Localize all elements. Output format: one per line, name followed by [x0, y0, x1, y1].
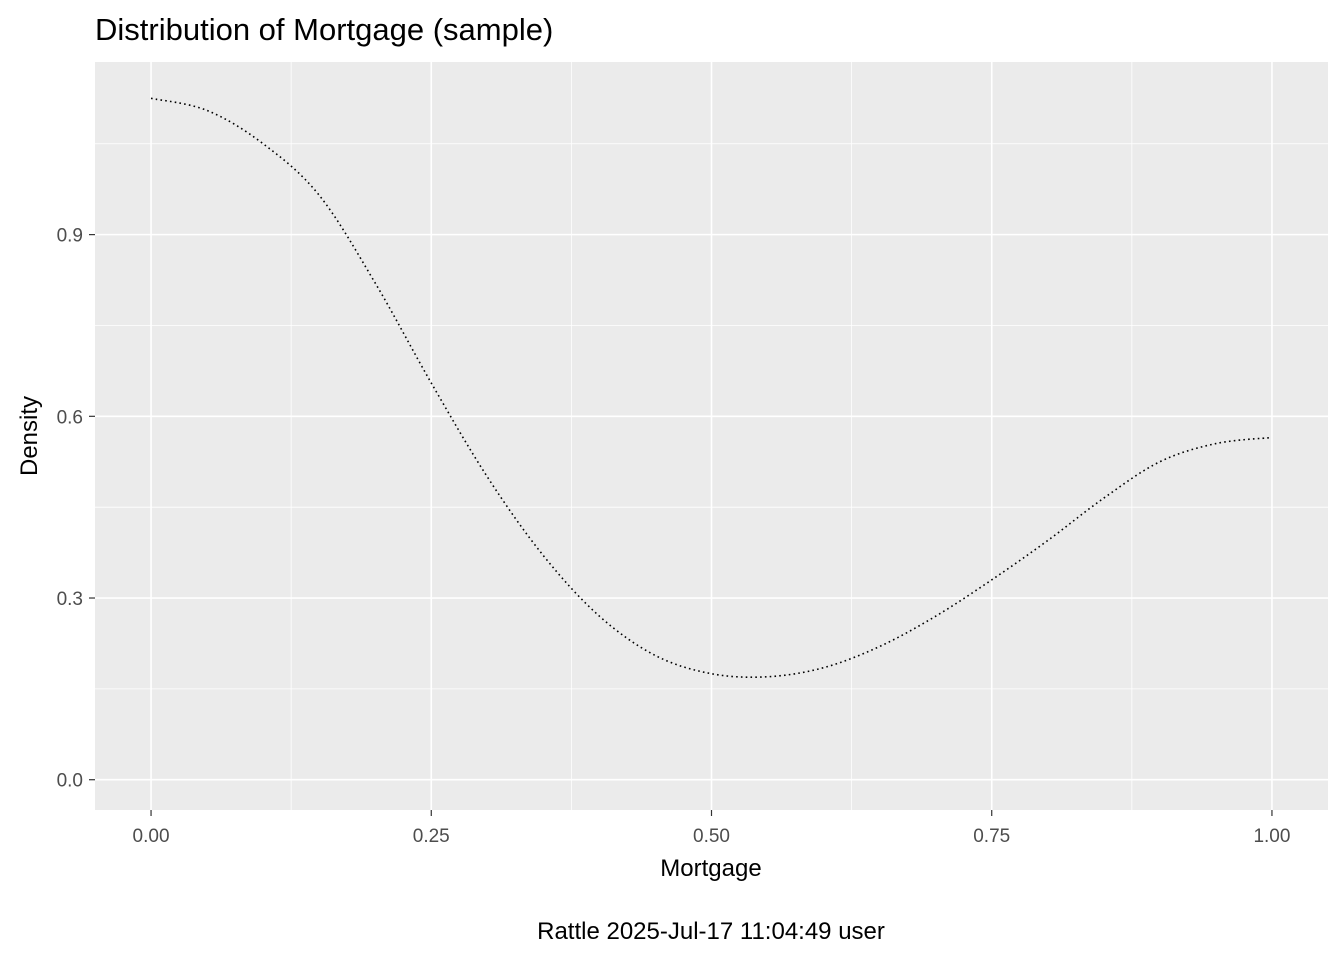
x-tick-label: 0.75	[973, 826, 1010, 847]
y-tick-label: 0.9	[57, 226, 83, 247]
x-tick-label: 0.00	[133, 826, 170, 847]
y-tick-label: 0.6	[57, 407, 83, 428]
y-axis-ticks: 0.0 0.3 0.6 0.9	[57, 226, 95, 792]
x-tick-label: 1.00	[1253, 826, 1290, 847]
y-tick-label: 0.3	[57, 589, 83, 610]
y-tick-label: 0.0	[57, 771, 83, 792]
y-axis-title: Density	[16, 396, 43, 476]
x-tick-label: 0.25	[413, 826, 450, 847]
chart-caption: Rattle 2025-Jul-17 11:04:49 user	[537, 918, 885, 945]
x-tick-label: 0.50	[693, 826, 730, 847]
major-gridlines	[95, 62, 1328, 810]
x-axis-title: Mortgage	[660, 855, 761, 882]
chart-title: Distribution of Mortgage (sample)	[95, 12, 553, 47]
x-axis-ticks: 0.00 0.25 0.50 0.75 1.00	[133, 810, 1290, 847]
density-line	[150, 97, 1273, 679]
